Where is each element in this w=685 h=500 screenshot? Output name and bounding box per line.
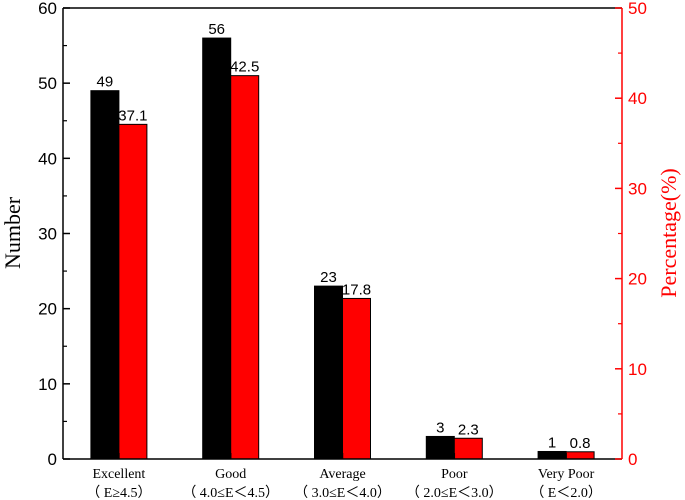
bar-percentage-4	[565, 451, 595, 460]
category-label-4: Very Poor	[538, 467, 595, 482]
bars-layer	[90, 37, 595, 460]
left-tick-label-0: 0	[48, 450, 57, 469]
left-tick-label-6: 60	[38, 0, 57, 18]
bar-percentage-1	[230, 75, 260, 460]
right-tick-label-1: 10	[628, 360, 647, 379]
category-label-3: Poor	[441, 467, 468, 482]
right-tick-label-4: 40	[628, 89, 647, 108]
bar-percentage-3	[453, 437, 483, 460]
category-range-1: （ 4.0≤E＜4.5）	[182, 485, 279, 500]
bar-percentage-0	[118, 123, 148, 460]
right-tick-label-0: 0	[628, 450, 637, 469]
axes-layer	[62, 7, 623, 460]
left-tick-label-1: 10	[38, 375, 57, 394]
bar-number-3	[425, 435, 455, 460]
category-label-2: Average	[319, 467, 365, 482]
bar-percentage-2	[342, 297, 371, 460]
left-tick-label-3: 30	[38, 225, 57, 244]
bar-number-2	[314, 285, 343, 460]
data-label-number-4: 1	[548, 434, 556, 451]
left-tick-label-4: 40	[38, 149, 57, 168]
category-range-0: （ E≥4.5）	[86, 485, 151, 500]
data-label-percentage-0: 37.1	[118, 107, 147, 124]
category-range-2: （ 3.0≤E＜4.0）	[294, 485, 391, 500]
right-tick-label-2: 20	[628, 270, 647, 289]
right-axis-title: Percentage(%)	[656, 168, 681, 297]
right-tick-label-5: 50	[628, 0, 647, 18]
category-range-4: （ E＜2.0）	[530, 485, 602, 500]
data-label-percentage-4: 0.8	[570, 435, 591, 452]
bar-number-1	[202, 37, 232, 460]
data-label-percentage-2: 17.8	[342, 281, 371, 298]
data-label-number-3: 3	[436, 419, 444, 436]
bar-number-0	[90, 90, 120, 460]
data-label-percentage-3: 2.3	[458, 421, 479, 438]
bar-number-4	[537, 450, 567, 460]
data-label-number-1: 56	[208, 21, 225, 38]
data-label-percentage-1: 42.5	[230, 59, 259, 76]
category-range-3: （ 2.0≤E＜3.0）	[406, 485, 503, 500]
left-tick-label-2: 20	[38, 300, 57, 319]
category-label-1: Good	[215, 467, 246, 482]
left-tick-label-5: 50	[38, 74, 57, 93]
right-tick-label-3: 30	[628, 179, 647, 198]
category-label-0: Excellent	[92, 467, 145, 482]
data-label-number-2: 23	[320, 269, 337, 286]
left-axis-title: Number	[0, 196, 25, 269]
data-label-number-0: 49	[97, 74, 114, 91]
